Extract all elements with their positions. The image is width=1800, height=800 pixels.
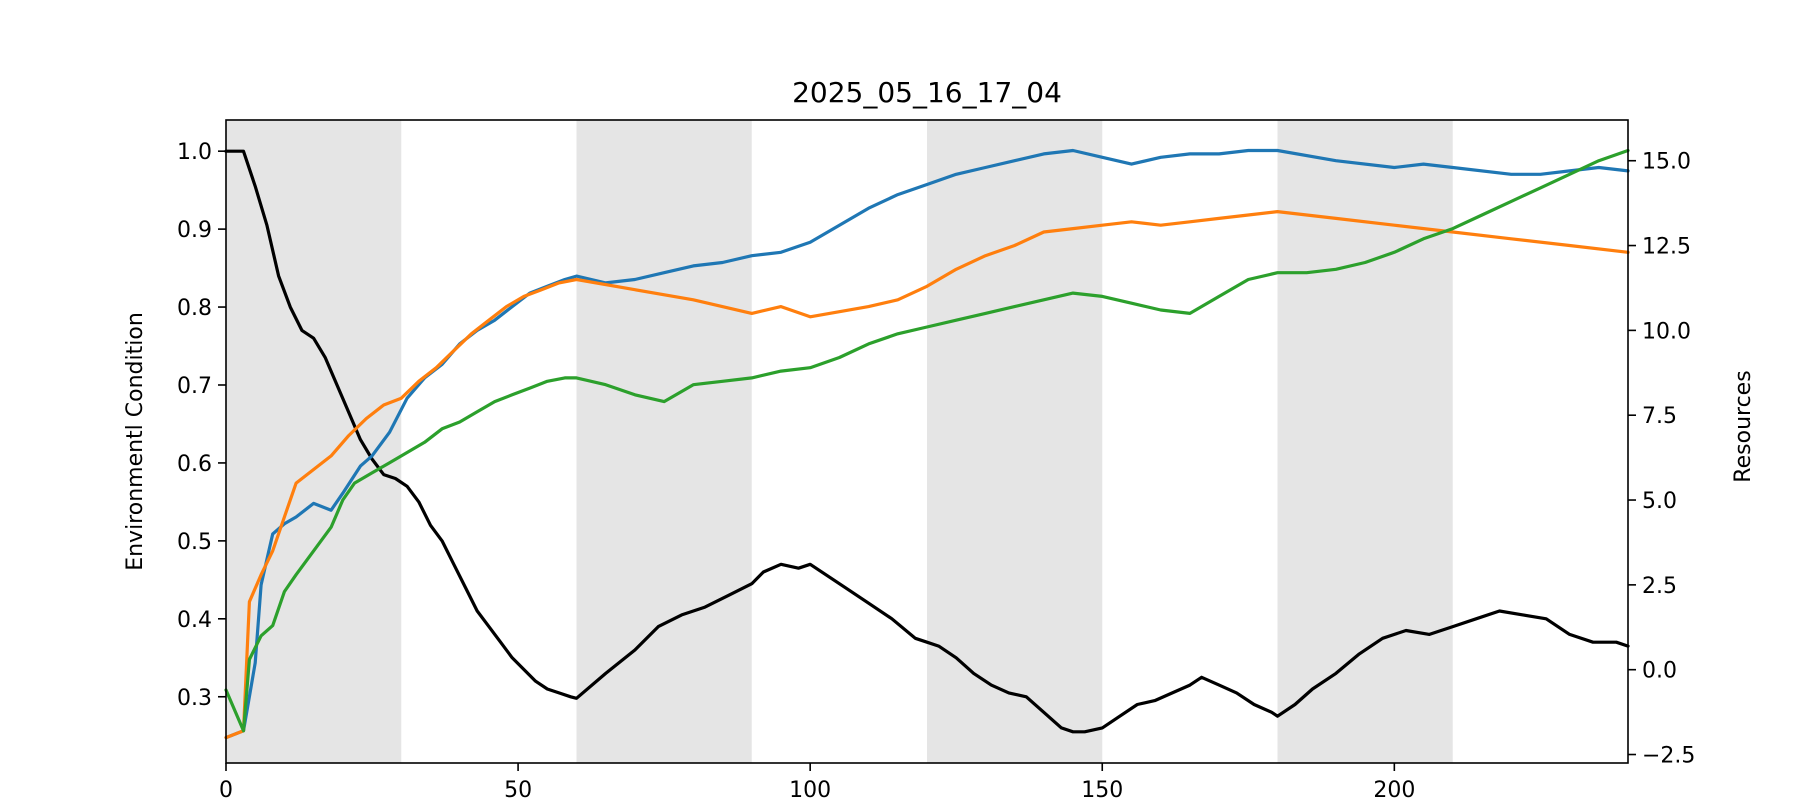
shaded-band-1 xyxy=(576,120,752,763)
plot-frame xyxy=(225,119,1629,764)
shaded-band-3 xyxy=(1277,120,1453,763)
y2-tick-label: 15.0 xyxy=(1642,150,1691,175)
y2-tick-label: 2.5 xyxy=(1642,574,1677,599)
y2-tick-label: 10.0 xyxy=(1642,319,1691,344)
x-tick-label: 100 xyxy=(789,778,831,800)
series-line-2 xyxy=(224,210,1630,740)
y2-axis-label: Resources xyxy=(1731,370,1756,482)
y2-tick-label: 5.0 xyxy=(1642,489,1677,514)
series-layer xyxy=(224,148,1630,740)
series-line-0 xyxy=(224,149,1630,734)
y2-tick-label: 0.0 xyxy=(1642,659,1677,684)
y-tick-label: 0.7 xyxy=(177,374,212,399)
shaded-bands xyxy=(226,120,1453,763)
x-tick-label: 0 xyxy=(219,778,233,800)
x-axis: 0 50 100 150 200 xyxy=(219,763,1415,800)
x-tick-label: 200 xyxy=(1373,778,1415,800)
y-tick-label: 0.3 xyxy=(177,686,212,711)
chart-title: 2025_05_16_17_04 xyxy=(792,76,1062,109)
y-tick-label: 0.5 xyxy=(177,530,212,555)
y-tick-label: 0.6 xyxy=(177,452,212,477)
y-axis-label: Environmentl Condition xyxy=(123,312,148,571)
shaded-band-0 xyxy=(226,120,402,763)
series-line-1 xyxy=(224,148,1630,740)
y-axis-right: −2.5 0.0 2.5 5.0 7.5 10.0 12.5 15.0 xyxy=(1628,150,1695,769)
y-tick-label: 0.8 xyxy=(177,296,212,321)
y2-tick-label: 7.5 xyxy=(1642,404,1677,429)
series-line-3 xyxy=(224,148,1630,733)
y-tick-label: 1.0 xyxy=(177,140,212,165)
y-tick-label: 0.9 xyxy=(177,218,212,243)
x-tick-label: 50 xyxy=(504,778,532,800)
x-tick-label: 150 xyxy=(1081,778,1123,800)
shaded-band-2 xyxy=(927,120,1103,763)
y2-tick-label: −2.5 xyxy=(1642,744,1695,769)
y-axis-left: 0.3 0.4 0.5 0.6 0.7 0.8 0.9 1.0 xyxy=(177,140,226,711)
y-tick-label: 0.4 xyxy=(177,608,212,633)
y2-tick-label: 12.5 xyxy=(1642,235,1691,260)
